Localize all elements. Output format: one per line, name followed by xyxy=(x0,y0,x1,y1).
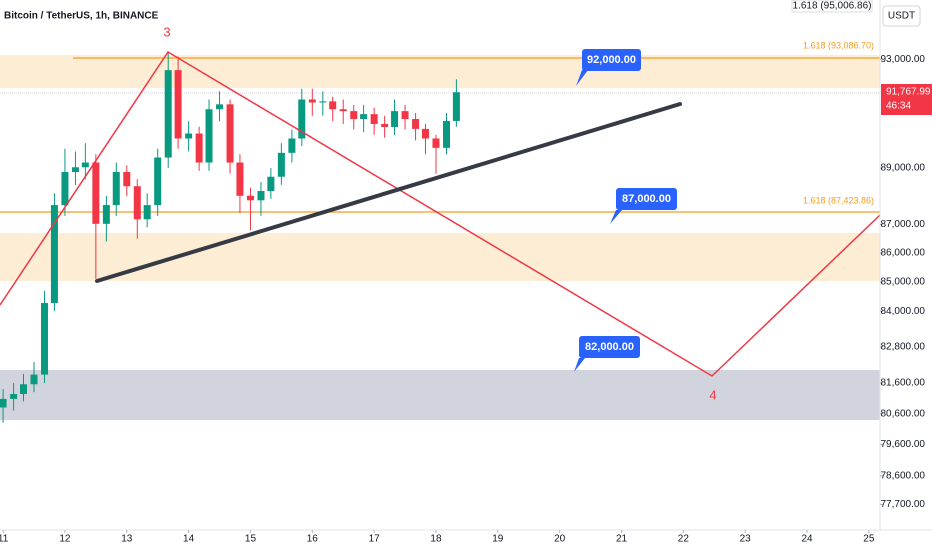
candle-body xyxy=(143,205,151,220)
y-tick-label: 85,000.00 xyxy=(881,277,926,288)
x-tick-label: 25 xyxy=(863,534,875,545)
y-tick-label: 81,600.00 xyxy=(881,378,926,389)
y-tick-label: 87,000.00 xyxy=(881,219,926,230)
target-zone xyxy=(0,370,880,420)
last-price-label: 91,767.99 xyxy=(886,87,931,98)
candle-body xyxy=(319,101,327,103)
callout-label: 87,000.00 xyxy=(622,193,671,205)
y-tick-label: 82,800.00 xyxy=(881,342,926,353)
candle-body xyxy=(71,167,79,172)
fib-badge-label: 1.618 (95,006.86) xyxy=(793,1,872,12)
y-tick-label: 86,000.00 xyxy=(881,248,926,259)
candle-body xyxy=(308,99,316,103)
ticks: 93,000.00 89,000.00 87,000.00 86,000.00 85,0… xyxy=(0,54,925,545)
candle-body xyxy=(133,186,141,220)
x-tick-label: 16 xyxy=(307,534,319,545)
callout: 82,000.00 xyxy=(574,336,640,372)
candle-body xyxy=(329,101,337,110)
x-tick-label: 21 xyxy=(616,534,628,545)
y-tick-label: 78,600.00 xyxy=(881,470,926,481)
candle-body xyxy=(391,111,399,127)
candle-body xyxy=(41,303,49,375)
fib-label: 1.618 (93,086.70) xyxy=(803,40,874,50)
candle-body xyxy=(360,114,368,120)
fib-badge xyxy=(791,0,873,13)
price-axis xyxy=(880,0,932,550)
candle-body xyxy=(61,171,69,206)
x-tick-label: 12 xyxy=(59,534,71,545)
y-tick-label: 79,600.00 xyxy=(881,439,926,450)
callout-label: 82,000.00 xyxy=(585,341,634,353)
candle-body xyxy=(92,162,100,224)
candle-body xyxy=(102,205,110,224)
x-tick-label: 19 xyxy=(492,534,504,545)
candles xyxy=(0,51,460,423)
candle-body xyxy=(19,384,27,395)
candle-body xyxy=(267,176,275,192)
x-tick-label: 11 xyxy=(0,534,9,545)
candle-body xyxy=(216,104,224,110)
x-tick-label: 17 xyxy=(369,534,381,545)
x-tick-label: 23 xyxy=(740,534,752,545)
candle-body xyxy=(339,109,347,112)
wave-label: 3 xyxy=(163,24,170,39)
candle-body xyxy=(277,152,285,177)
x-tick-label: 24 xyxy=(801,534,813,545)
candle-body xyxy=(298,99,306,139)
candle-body xyxy=(195,133,203,163)
candle-body xyxy=(421,128,429,139)
candle-body xyxy=(226,104,234,163)
countdown-label: 46:34 xyxy=(886,101,911,112)
candle-body xyxy=(154,157,162,206)
x-tick-label: 14 xyxy=(183,534,195,545)
callout: 92,000.00 xyxy=(576,49,641,86)
candle-body xyxy=(412,119,420,129)
currency-button[interactable] xyxy=(882,5,921,27)
callout: 87,000.00 xyxy=(610,188,677,224)
candle-body xyxy=(185,133,193,139)
candle-body xyxy=(174,70,182,139)
candle-body xyxy=(370,114,378,124)
candle-body xyxy=(112,171,120,206)
resistance-zone xyxy=(0,55,880,88)
candle-body xyxy=(10,394,18,399)
candle-body xyxy=(257,191,265,201)
candle-body xyxy=(350,111,358,120)
y-tick-label: 93,000.00 xyxy=(881,54,926,65)
x-tick-label: 15 xyxy=(245,534,257,545)
chart-title: Bitcoin / TetherUS, 1h, BINANCE xyxy=(4,11,159,22)
candle-body xyxy=(442,120,450,148)
wave-path xyxy=(0,50,881,377)
fib-label: 1.618 (87,423.86) xyxy=(803,195,874,205)
candle-body xyxy=(246,195,254,201)
last-price-badge xyxy=(881,84,932,115)
candle-body xyxy=(81,162,89,168)
x-tick-label: 18 xyxy=(430,534,442,545)
candle-body xyxy=(30,374,38,385)
wave-label: 4 xyxy=(709,387,716,402)
x-tick-label: 22 xyxy=(678,534,690,545)
candle-body xyxy=(452,92,460,121)
x-tick-label: 13 xyxy=(121,534,133,545)
candle-body xyxy=(381,123,389,127)
candle-body xyxy=(164,70,172,158)
currency-label: USDT xyxy=(888,11,915,22)
support-zone xyxy=(0,233,880,281)
y-tick-label: 80,600.00 xyxy=(881,408,926,419)
y-tick-label: 77,700.00 xyxy=(881,499,926,510)
candle-body xyxy=(50,205,58,304)
candle-body xyxy=(236,162,244,196)
candle-body xyxy=(123,171,131,187)
candle-body xyxy=(288,138,296,153)
trend-line xyxy=(95,102,682,283)
candle-body xyxy=(205,109,213,163)
callout-label: 92,000.00 xyxy=(587,54,636,66)
candle-body xyxy=(432,138,440,148)
y-tick-label: 89,000.00 xyxy=(881,163,926,174)
candle-body xyxy=(401,111,409,120)
candle-body xyxy=(0,398,7,408)
x-tick-label: 20 xyxy=(554,534,566,545)
y-tick-label: 84,000.00 xyxy=(881,306,926,317)
